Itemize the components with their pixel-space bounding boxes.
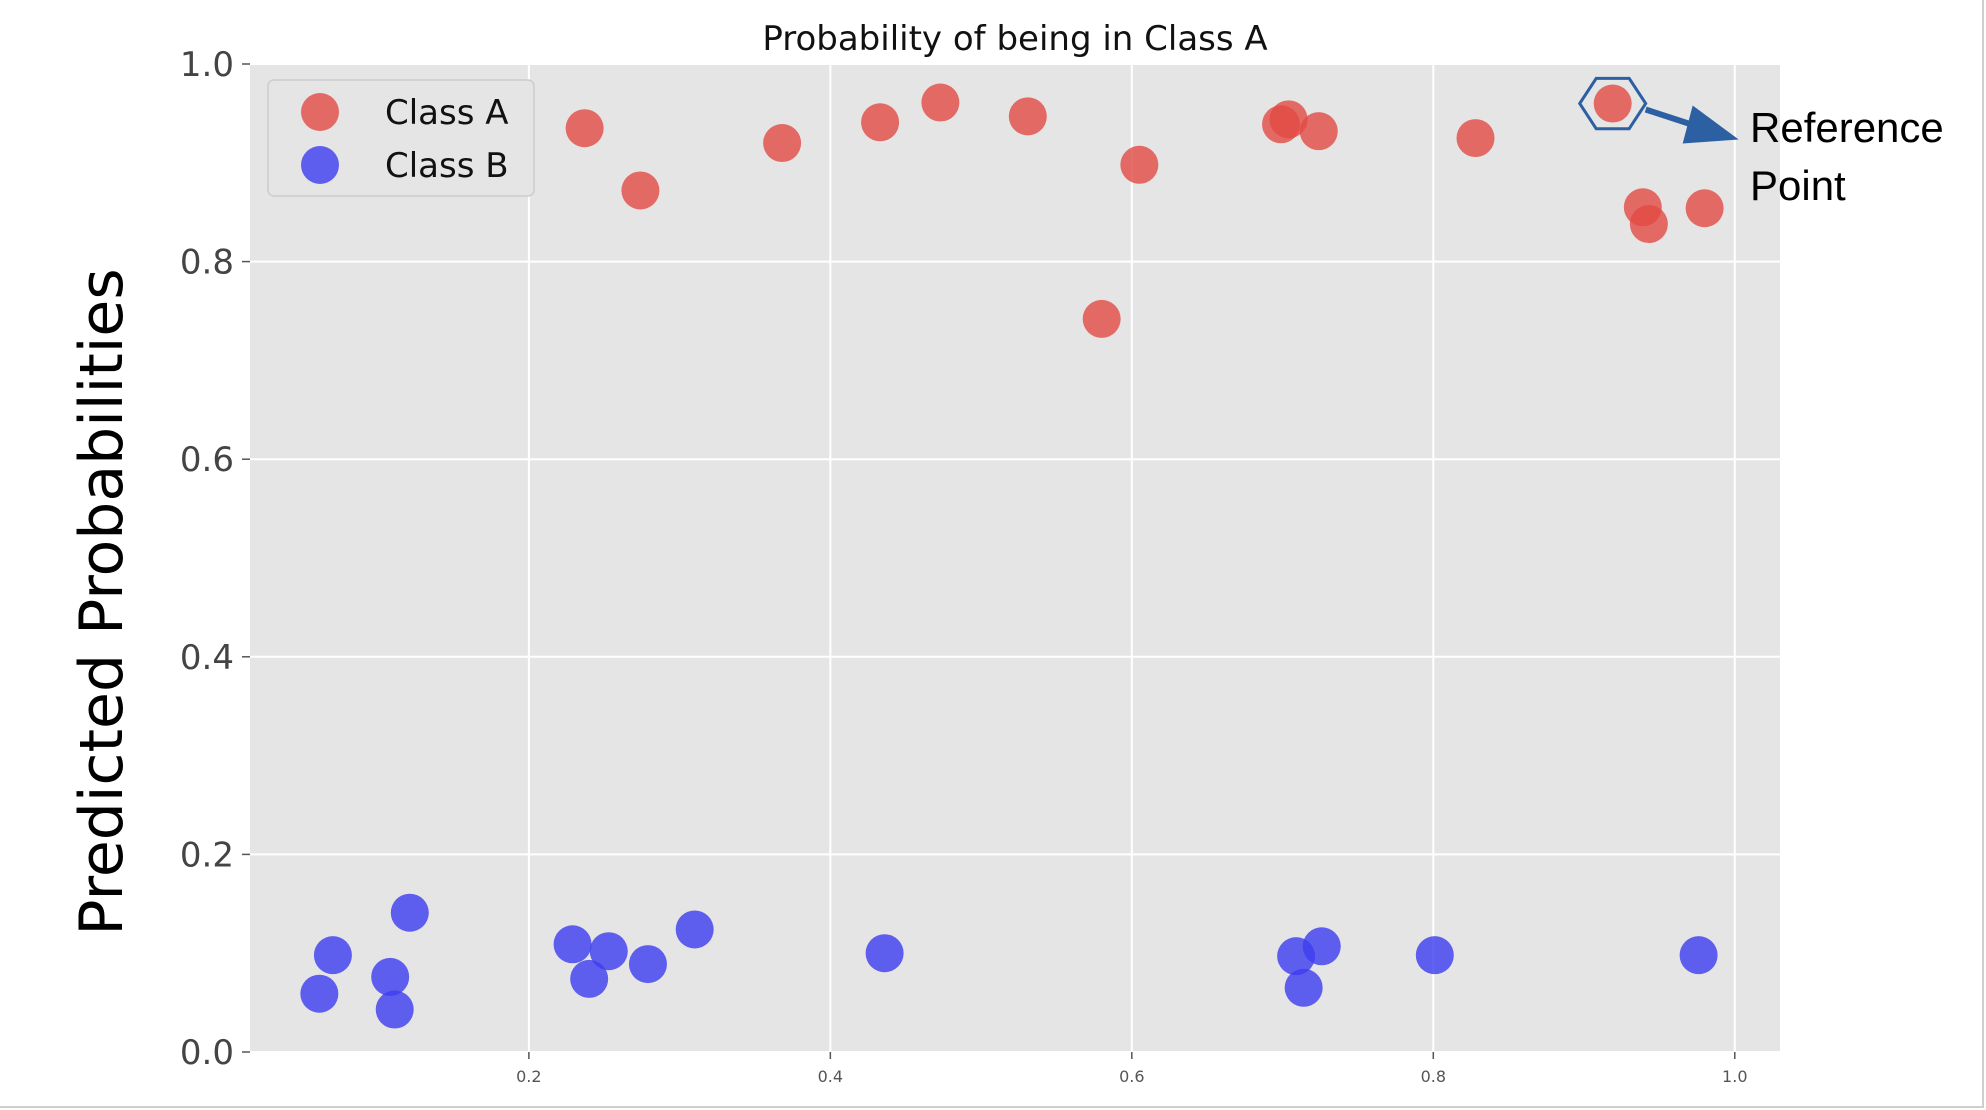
y-tick-label: 0.6 (180, 440, 234, 480)
class-b-point (628, 945, 667, 984)
x-tick-label: 1.0 (1722, 1067, 1747, 1086)
class-a-point (861, 103, 900, 142)
class-b-point (675, 910, 714, 949)
class-a-point (1269, 100, 1308, 139)
x-tick-label: 0.6 (1119, 1067, 1144, 1086)
reference-arrow-shaft (1644, 106, 1696, 129)
plot-background (250, 64, 1780, 1052)
axes: 0.0 0.2 0.4 0.6 0.8 1.0 0.2 0.4 0.6 0.8 1.0 (180, 45, 1748, 1086)
class-a-point (1082, 299, 1121, 338)
class-b-point (570, 959, 609, 998)
x-tick-label: 0.4 (818, 1067, 843, 1086)
annotation-text-line2: Point (1750, 162, 1846, 209)
annotation-text-line1: Reference (1750, 104, 1944, 151)
y-axis-label: Predicted Probabilities (67, 268, 137, 935)
class-b-point (1415, 936, 1454, 975)
class-a-point (1593, 84, 1632, 123)
legend-label: Class A (385, 93, 509, 133)
reference-annotation: Reference Point (1577, 76, 1944, 209)
class-a-point (921, 83, 960, 122)
class-b-point (375, 990, 414, 1029)
class-b-point (1679, 936, 1718, 975)
x-tick-label: 0.2 (516, 1067, 541, 1086)
class-a-point (1120, 145, 1159, 184)
grid-lines (250, 63, 1780, 1053)
reference-arrow-head (1682, 105, 1739, 144)
class-a-point (763, 124, 802, 163)
class-b-point (553, 925, 592, 964)
class-a-point (1456, 119, 1495, 158)
y-tick-label: 0.8 (180, 243, 234, 283)
class-b-point (300, 974, 339, 1013)
reference-hexagon (1577, 76, 1648, 131)
class-b-point (390, 893, 429, 932)
data-points (300, 83, 1724, 1029)
y-tick-label: 0.0 (180, 1033, 234, 1073)
class-a-point (1299, 112, 1338, 151)
class-b-point (589, 932, 628, 971)
class-a-point (1008, 97, 1047, 136)
class-a-point (1685, 189, 1724, 228)
class-a-point (565, 109, 604, 148)
legend: Class A Class B (267, 79, 535, 197)
class-b-point (1302, 927, 1341, 966)
y-tick-label: 0.4 (180, 638, 234, 678)
plot-area (250, 64, 1780, 1052)
x-tick-label: 0.8 (1421, 1067, 1446, 1086)
class-b-point (313, 936, 352, 975)
class-a-point (1629, 205, 1668, 244)
legend-marker (301, 146, 339, 184)
legend-marker (301, 93, 339, 131)
class-b-point (371, 957, 410, 996)
class-b-point (865, 934, 904, 973)
y-tick-label: 0.2 (180, 835, 234, 875)
legend-label: Class B (385, 146, 509, 186)
chart-title: Probability of being in Class A (762, 19, 1267, 59)
y-tick-label: 1.0 (180, 45, 234, 85)
class-a-point (621, 171, 660, 210)
class-b-point (1284, 968, 1323, 1007)
